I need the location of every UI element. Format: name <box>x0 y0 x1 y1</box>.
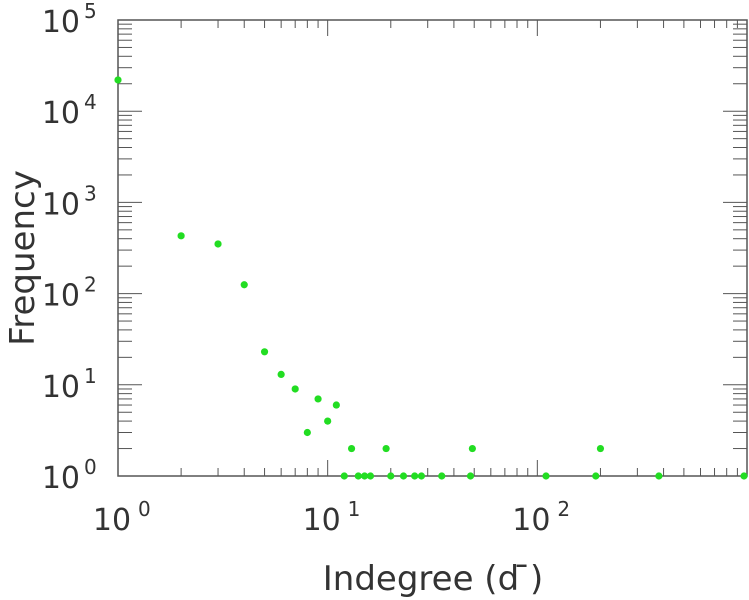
data-point <box>366 472 375 480</box>
data-point <box>303 428 311 437</box>
y-tick-exponent: 4 <box>84 90 97 114</box>
data-point <box>114 76 122 84</box>
data-point <box>324 417 332 425</box>
x-axis-title: Indegree (d ̄) <box>323 559 543 599</box>
data-point <box>314 395 322 403</box>
y-tick-label: 10 <box>42 187 80 222</box>
x-tick-label: 10 <box>93 503 131 538</box>
y-tick-label: 10 <box>42 461 80 496</box>
y-tick-label: 10 <box>42 279 80 314</box>
data-point <box>399 472 408 480</box>
y-tick-exponent: 0 <box>84 455 97 479</box>
y-tick-label: 10 <box>42 5 80 40</box>
y-axis-title: Frequency <box>3 170 43 346</box>
data-point <box>260 348 269 356</box>
data-point <box>291 385 299 393</box>
data-point <box>740 472 748 480</box>
x-tick-exponent: 0 <box>138 497 151 521</box>
data-point <box>655 472 663 480</box>
x-tick-exponent: 1 <box>348 497 361 521</box>
data-point <box>468 444 476 453</box>
data-point <box>382 444 390 453</box>
y-tick-exponent: 2 <box>84 273 97 297</box>
data-point <box>417 472 426 480</box>
data-point <box>596 444 605 453</box>
data-point <box>177 232 185 240</box>
x-tick-exponent: 2 <box>557 497 570 521</box>
x-tick-label: 10 <box>303 503 341 538</box>
data-point <box>354 472 362 480</box>
y-tick-label: 10 <box>42 370 80 405</box>
data-point <box>438 472 446 480</box>
plot-frame <box>117 19 748 477</box>
data-point <box>411 472 419 480</box>
data-point <box>240 281 248 289</box>
data-point <box>592 472 600 480</box>
data-point <box>542 472 550 480</box>
data-point <box>347 444 356 453</box>
data-point <box>332 401 340 409</box>
y-tick-label: 10 <box>42 96 80 131</box>
data-point <box>387 472 395 480</box>
data-point <box>340 472 348 480</box>
data-point <box>466 472 475 480</box>
x-tick-label: 10 <box>512 503 550 538</box>
y-tick-exponent: 1 <box>84 364 97 388</box>
y-tick-exponent: 3 <box>84 181 97 205</box>
data-point <box>214 240 222 248</box>
y-tick-exponent: 5 <box>84 0 97 23</box>
data-point <box>360 472 369 480</box>
data-point <box>277 370 285 379</box>
